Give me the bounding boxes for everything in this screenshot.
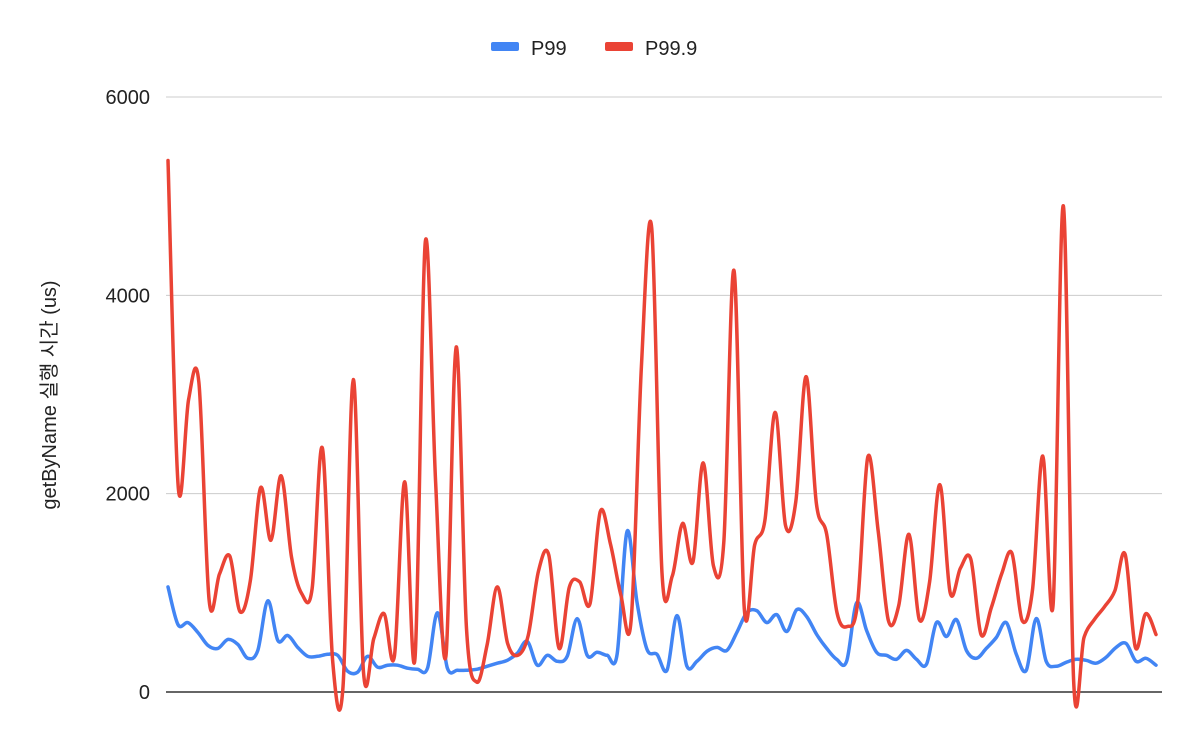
legend[interactable]: P99 P99.9 — [491, 38, 697, 60]
series-line-p99-9[interactable] — [166, 158, 1158, 712]
y-tick-label: 2000 — [106, 484, 151, 506]
series-line-p99[interactable] — [166, 529, 1158, 676]
y-axis-label: getByName 실행 시간 (us) — [38, 280, 61, 509]
legend-label-p99-9: P99.9 — [645, 38, 697, 60]
legend-item-p99[interactable]: P99 — [491, 38, 567, 60]
y-tick-label: 4000 — [106, 285, 151, 307]
series-lines — [166, 158, 1158, 712]
legend-item-p99-9[interactable]: P99.9 — [605, 38, 697, 60]
y-axis-tick-labels: 0 2000 4000 6000 — [106, 87, 151, 704]
legend-swatch-p99 — [491, 42, 519, 51]
legend-swatch-p99-9 — [605, 42, 633, 51]
gridlines — [166, 96, 1162, 495]
legend-label-p99: P99 — [531, 38, 567, 60]
y-tick-label: 6000 — [106, 87, 151, 109]
y-tick-label: 0 — [139, 682, 150, 704]
